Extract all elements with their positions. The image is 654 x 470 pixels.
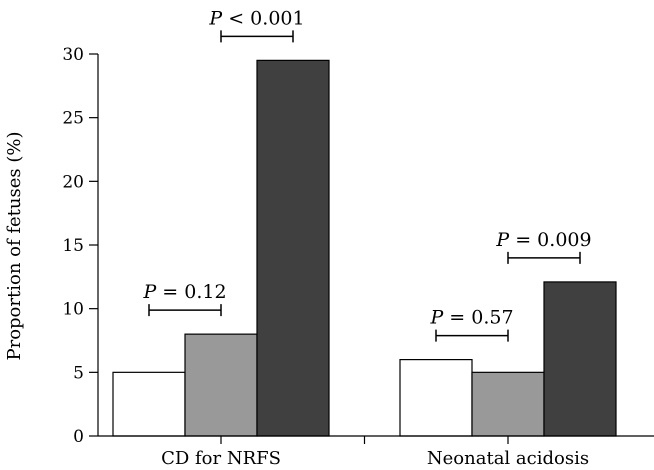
axes-group: 0 5 10 15 20 25 30 CD for NRFS Neonatal acidosis [62, 45, 654, 469]
p-value-label-1: P < 0.001 [208, 7, 304, 29]
y-axis-title: Proportion of fetuses (%) [4, 131, 25, 360]
y-tick-label-5: 25 [62, 109, 84, 129]
bars-group [112, 59, 617, 437]
y-tick-label-1: 5 [73, 363, 84, 383]
p-value-label-0: P = 0.12 [142, 281, 226, 303]
bar-0-0 [112, 371, 186, 437]
significance-bracket-1 [220, 30, 294, 43]
bar-1-1 [471, 371, 545, 437]
p-value-label-2: P = 0.57 [429, 307, 513, 329]
significance-brackets: P = 0.12 P < 0.001 P = 0.57 P = 0.009 [142, 7, 592, 342]
x-category-label-1: Neonatal acidosis [427, 448, 589, 469]
significance-bracket-0 [148, 304, 222, 317]
bar-0-2 [256, 59, 330, 437]
bar-1-2 [543, 281, 617, 437]
y-tick-label-6: 30 [62, 45, 84, 65]
bar-0-1 [184, 333, 258, 437]
x-category-label-0: CD for NRFS [161, 448, 281, 469]
y-tick-label-2: 10 [62, 300, 84, 320]
significance-bracket-2 [435, 329, 509, 342]
p-value-label-3: P = 0.009 [495, 229, 591, 251]
y-tick-label-0: 0 [73, 427, 84, 447]
y-tick-label-3: 15 [62, 236, 84, 256]
significance-bracket-3 [507, 251, 581, 264]
y-tick-label-4: 20 [62, 172, 84, 192]
bar-1-0 [399, 359, 473, 437]
